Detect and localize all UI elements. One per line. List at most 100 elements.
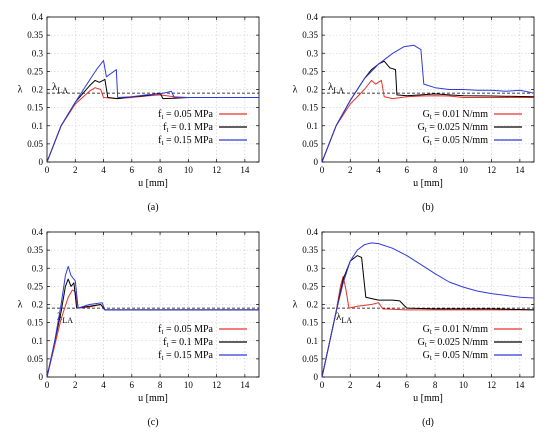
x-tick-label: 8 [158,165,163,175]
chart-panel-b: 0 0.05 0.1 0.15 0.2 0.25 0.3 0.35 0.4 0 2 4 6 8 10 12 14… [293,12,535,213]
y-tick-label: 0.05 [27,139,43,149]
legend-label-rest: = 0.15 MPa [163,350,213,361]
y-axis-title: λ [18,300,23,311]
legend-label-sub: t [430,113,432,121]
y-tick-label: 0 [314,157,319,167]
legend-label-main: G [418,122,425,133]
y-tick-label: 0.2 [307,85,318,95]
y-tick-label: 0.1 [32,336,43,346]
y-tick-label: 0.4 [307,227,319,237]
legend-label-3: Gt = 0.05 N/mm [423,350,489,362]
legend-label-rest: = 0.05 N/mm [432,350,488,361]
y-tick-label: 0.4 [32,227,44,237]
x-tick-label: 0 [45,380,50,390]
legend-label-main: G [423,135,430,146]
reference-label-main: λ [336,311,342,323]
legend-label-3: Gt = 0.05 N/mm [423,135,489,147]
y-tick-label: 0.4 [307,12,319,22]
series-line-2 [46,278,259,378]
y-axis-title: λ [293,300,298,311]
legend-label-sub: t [430,139,432,147]
y-tick-label: 0.25 [27,281,43,291]
legend-label-rest: = 0.05 N/mm [432,135,488,146]
y-tick-label: 0.3 [32,48,44,58]
x-tick-label: 6 [405,165,410,175]
legend-label-sub: t [162,139,164,147]
reference-label-sub: LA [333,86,344,95]
panel-caption: (c) [147,417,158,428]
legend-label-main: G [423,350,430,361]
y-tick-label: 0.35 [302,245,318,255]
legend-label-sub: t [425,126,427,134]
legend-label-1: Gt = 0.01 N/mm [423,109,489,121]
x-tick-label: 2 [348,165,353,175]
x-tick-label: 10 [459,380,469,390]
y-axis-title: λ [18,85,23,96]
y-tick-label: 0.25 [302,281,318,291]
y-tick-label: 0.25 [302,66,318,76]
x-tick-label: 14 [240,380,250,390]
legend-label-2: Gt = 0.025 N/mm [418,122,489,134]
x-tick-label: 6 [130,380,135,390]
x-axis-title: u [mm] [138,178,168,189]
reference-label: λLA [336,311,352,325]
y-tick-label: 0.3 [307,48,319,58]
reference-label-main: λ [328,81,334,93]
legend-label-2: ft = 0.1 MPa [163,337,213,349]
x-tick-label: 14 [515,380,525,390]
y-tick-label: 0.3 [307,263,319,273]
legend-label-main: G [418,337,425,348]
legend-label-3: ft = 0.15 MPa [158,135,213,147]
legend-label-rest: = 0.1 MPa [168,122,213,133]
x-tick-label: 10 [184,165,194,175]
y-tick-label: 0.15 [27,103,43,113]
legend-label-2: ft = 0.1 MPa [163,122,213,134]
y-tick-label: 0.4 [32,12,44,22]
x-tick-label: 12 [487,165,496,175]
legend-label-rest: = 0.05 MPa [163,109,213,120]
legend-label-rest: = 0.01 N/mm [432,109,488,120]
legend-label-sub: t [167,341,169,349]
series-line-2 [46,78,259,163]
x-tick-label: 0 [320,380,325,390]
x-tick-label: 10 [184,380,194,390]
reference-label-sub: LA [57,86,68,95]
legend-label-main: f [158,350,162,361]
y-tick-label: 0.15 [302,103,318,113]
legend-label-sub: t [430,354,432,362]
legend-label-sub: t [167,126,169,134]
y-axis-title: λ [293,85,298,96]
x-axis-title: u [mm] [138,393,168,404]
series-line-3 [321,242,535,378]
legend-label-rest: = 0.025 N/mm [427,122,488,133]
y-tick-label: 0.05 [302,139,318,149]
x-tick-label: 8 [158,380,163,390]
x-tick-label: 2 [73,380,78,390]
legend-label-1: ft = 0.05 MPa [158,109,213,121]
y-tick-label: 0 [314,372,319,382]
reference-label: λLA [52,81,68,95]
legend-label-main: f [158,135,162,146]
y-tick-label: 0.15 [302,318,318,328]
x-tick-label: 2 [348,380,353,390]
chart-panel-a: 0 0.05 0.1 0.15 0.2 0.25 0.3 0.35 0.4 0 2 4 6 8 10 12 14… [18,12,260,213]
panel-caption: (a) [147,202,158,213]
y-tick-label: 0 [39,372,44,382]
reference-label: λLA [328,81,344,95]
panel-caption: (d) [422,417,434,428]
series-line-1 [46,289,259,378]
y-tick-label: 0.35 [27,245,43,255]
x-tick-label: 10 [459,165,469,175]
x-tick-label: 12 [212,380,221,390]
legend-label-sub: t [425,341,427,349]
x-tick-label: 12 [212,165,221,175]
y-tick-label: 0.2 [307,300,318,310]
x-tick-label: 8 [433,380,438,390]
series-line-1 [321,79,534,163]
legend-label-rest: = 0.01 N/mm [432,324,488,335]
legend-label-1: ft = 0.05 MPa [158,324,213,336]
y-tick-label: 0.35 [302,30,318,40]
x-tick-label: 0 [45,165,50,175]
series-line-3 [46,265,259,378]
